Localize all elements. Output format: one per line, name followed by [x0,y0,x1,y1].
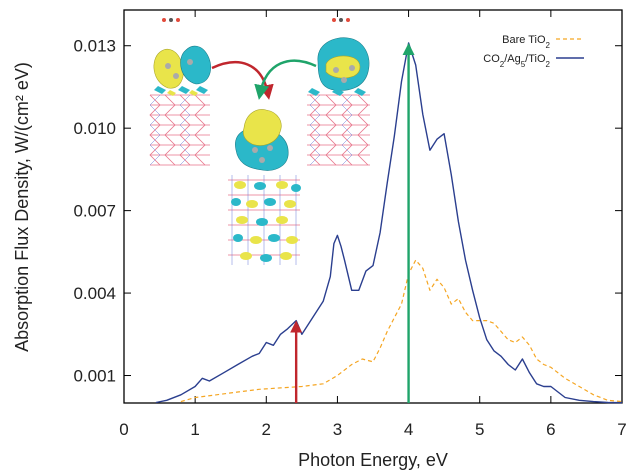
y-tick-label: 0.007 [73,202,116,221]
x-tick-label: 2 [262,420,271,439]
x-tick-label: 0 [119,420,128,439]
curved-arrow-green [254,59,317,100]
structure-right-yellow-lobe [325,55,361,79]
y-tick-label: 0.010 [73,119,116,138]
y-axis-title: Absorption Flux Density, W/(cm² eV) [12,62,32,352]
x-tick-label: 3 [333,420,342,439]
x-tick-label: 5 [475,420,484,439]
plot-frame [123,9,623,404]
structure-right-atoms [332,18,355,83]
y-tick-label: 0.004 [73,284,116,303]
series-layer [155,42,623,404]
series-line-1 [155,42,623,404]
structure-left-cyan-lobe [180,45,211,85]
x-tick-label: 4 [404,420,413,439]
series-line-0 [180,259,623,403]
y-tick-label: 0.013 [73,37,116,56]
x-axis-title: Photon Energy, eV [298,450,448,470]
structure-center-yellow-lobe [242,109,282,146]
x-tick-label: 1 [190,420,199,439]
structure-center-atoms [252,145,273,163]
structure-left-base-lobes [154,86,208,94]
legend-label-co2-ag5-tio2: CO2/Ag5/TiO2 [483,53,550,69]
x-tick-label: 6 [546,420,555,439]
y-axis-ticks: 0.001 0.004 0.007 0.010 0.013 [73,37,622,386]
structure-left-atoms [162,18,193,79]
x-tick-label: 7 [617,420,626,439]
arrow-layer [290,42,415,403]
structure-center-charge-blobs [231,181,301,262]
structure-right-lattice [307,94,370,166]
structure-left-lattice [149,94,210,166]
y-tick-label: 0.001 [73,367,116,386]
legend: Bare TiO2 CO2/Ag5/TiO2 [483,34,584,69]
curved-arrow-red [211,61,274,100]
legend-label-bare-tio2: Bare TiO2 [502,34,550,50]
inset-structures [149,18,370,265]
